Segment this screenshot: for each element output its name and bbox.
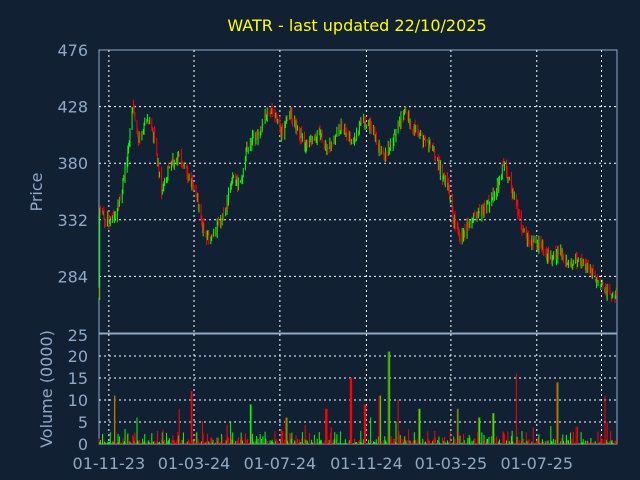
- volume-plot-frame: [98, 333, 618, 445]
- price-axis-label: Price: [27, 172, 46, 211]
- volume-y-tick-label: 10: [68, 391, 88, 410]
- volume-bars: [98, 351, 618, 444]
- volume-y-tick-label: 20: [68, 347, 88, 366]
- price-grid: [99, 50, 617, 333]
- price-y-tick-label: 284: [57, 267, 88, 286]
- x-tick-label: 01-11-24: [330, 454, 403, 473]
- x-tick-label: 01-03-24: [158, 454, 231, 473]
- volume-y-tick-label: 5: [78, 413, 88, 432]
- price-y-tick-label: 428: [57, 98, 88, 117]
- price-y-tick-label: 332: [57, 211, 88, 230]
- price-axis-bottom-label: 25: [68, 326, 88, 345]
- volume-axis-label: Volume (0000): [37, 330, 56, 448]
- volume-grid: [99, 334, 617, 444]
- volume-y-tick-label: 15: [68, 369, 88, 388]
- price-y-tick-label: 380: [57, 154, 88, 173]
- volume-y-ticks: 20 15 10 5 0: [68, 347, 88, 454]
- volume-y-tick-label: 0: [78, 435, 88, 454]
- price-plot-frame: [98, 49, 618, 334]
- chart-title: WATR - last updated 22/10/2025: [227, 16, 486, 35]
- price-y-ticks: 476 428 380 332 284: [57, 41, 88, 286]
- price-panel: 476 428 380 332 284 Price 25: [27, 41, 618, 345]
- x-tick-label: 01-11-23: [73, 454, 146, 473]
- volume-panel: 20 15 10 5 0 Volume (0000): [37, 330, 618, 454]
- price-candles: [98, 99, 618, 304]
- price-y-tick-label: 476: [57, 41, 88, 60]
- x-axis-ticks: 01-11-23 01-03-24 01-07-24 01-11-24 01-03-25…: [73, 454, 574, 473]
- x-tick-label: 01-07-24: [244, 454, 317, 473]
- x-tick-label: 01-03-25: [415, 454, 488, 473]
- x-tick-label: 01-07-25: [500, 454, 573, 473]
